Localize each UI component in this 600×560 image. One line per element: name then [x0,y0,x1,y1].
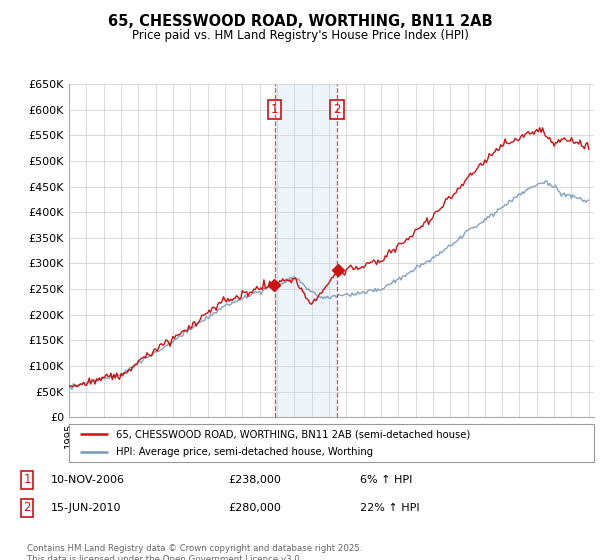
Text: 1: 1 [23,473,31,487]
Text: £238,000: £238,000 [228,475,281,485]
Bar [275,84,337,417]
Text: Price paid vs. HM Land Registry's House Price Index (HPI): Price paid vs. HM Land Registry's House … [131,29,469,42]
Text: 65, CHESSWOOD ROAD, WORTHING, BN11 2AB (semi-detached house): 65, CHESSWOOD ROAD, WORTHING, BN11 2AB (… [116,429,470,439]
Text: 1: 1 [271,103,278,116]
Text: 15-JUN-2010: 15-JUN-2010 [51,503,121,513]
Text: 2: 2 [333,103,341,116]
Text: 10-NOV-2006: 10-NOV-2006 [51,475,125,485]
Text: 6% ↑ HPI: 6% ↑ HPI [360,475,412,485]
FancyBboxPatch shape [69,424,594,462]
Text: 22% ↑ HPI: 22% ↑ HPI [360,503,419,513]
Text: HPI: Average price, semi-detached house, Worthing: HPI: Average price, semi-detached house,… [116,447,373,457]
Text: Contains HM Land Registry data © Crown copyright and database right 2025.
This d: Contains HM Land Registry data © Crown c… [27,544,362,560]
Text: £280,000: £280,000 [228,503,281,513]
Text: 2: 2 [23,501,31,515]
Text: 65, CHESSWOOD ROAD, WORTHING, BN11 2AB: 65, CHESSWOOD ROAD, WORTHING, BN11 2AB [107,14,493,29]
